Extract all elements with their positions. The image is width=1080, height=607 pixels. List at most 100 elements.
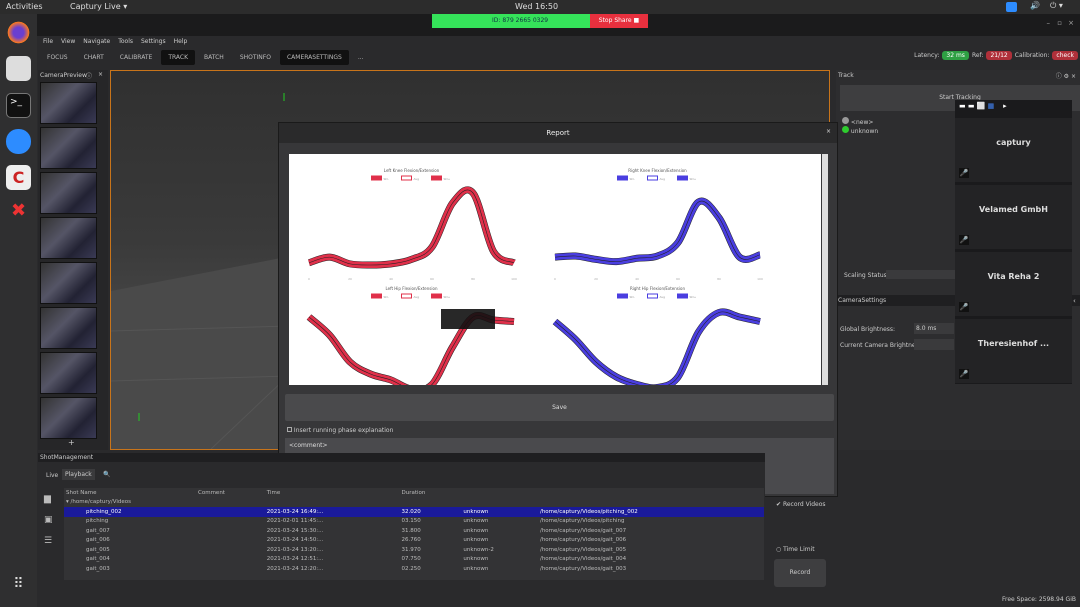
- captury-icon[interactable]: C: [6, 165, 31, 190]
- panel-controls[interactable]: ⓘ ⚙ ×: [1055, 73, 1076, 80]
- table-row[interactable]: gait_003 2021-03-24 12:20:... 02.250 unknow…: [86, 565, 627, 572]
- table-row[interactable]: gait_007 2021-03-24 15:30:... 31.800 unknow…: [86, 527, 627, 534]
- camera-thumbnail[interactable]: [40, 307, 97, 349]
- legend-swatch[interactable]: [677, 175, 688, 181]
- ref-label: Ref:: [971, 52, 984, 59]
- table-row[interactable]: gait_005 2021-03-24 13:20:... 31.970 unknow…: [86, 546, 627, 553]
- tab-calibrate[interactable]: CALIBRATE: [119, 54, 153, 61]
- participant-tile[interactable]: captury 🎤: [955, 118, 1072, 182]
- table-row[interactable]: gait_004 2021-03-24 12:51:... 07.750 unknow…: [86, 556, 627, 563]
- mode-tabs: FOCUS CHART CALIBRATE TRACK BATCH SHOTIN…: [40, 50, 371, 65]
- tab-chart[interactable]: CHART: [83, 54, 104, 61]
- tab-shotinfo[interactable]: SHOTINFO: [239, 54, 271, 61]
- legend-swatch[interactable]: [647, 293, 658, 299]
- participant-tile[interactable]: Theresienhof ... 🎤: [955, 319, 1072, 383]
- actor-name: unknown: [850, 128, 879, 135]
- column-header[interactable]: Shot Name: [66, 489, 97, 496]
- side-tools[interactable]: ▆ ▣ ☰: [44, 494, 53, 546]
- info-icon[interactable]: ⓘ: [86, 73, 93, 80]
- actor-item[interactable]: <new>: [842, 117, 878, 126]
- table-row[interactable]: pitching_002 2021-03-24 16:49:... 32.020 un…: [64, 507, 764, 517]
- zoom-icon[interactable]: [6, 129, 31, 154]
- stop-share-button[interactable]: Stop Share ■: [590, 14, 648, 28]
- close-dialog-button[interactable]: ×: [825, 128, 831, 135]
- legend-swatch[interactable]: [677, 293, 688, 299]
- legend-swatch[interactable]: [371, 175, 382, 181]
- report-preview[interactable]: Left Knee Flexion/Extension SD- Avg SD+ 0 20 4…: [289, 154, 821, 399]
- search-icon[interactable]: 🔍: [103, 471, 111, 478]
- add-camera-button[interactable]: +: [68, 438, 75, 447]
- files-icon[interactable]: [6, 56, 31, 81]
- save-button[interactable]: Save: [285, 394, 834, 421]
- zoom-tray-icon[interactable]: [1006, 2, 1017, 12]
- record-videos-checkbox[interactable]: ✔ Record Videos: [776, 501, 826, 508]
- legend-swatch[interactable]: [371, 293, 382, 299]
- record-button[interactable]: Record: [774, 559, 826, 587]
- legend-swatch[interactable]: [431, 293, 442, 299]
- calibration-badge[interactable]: check: [1052, 51, 1078, 60]
- time-limit-radio[interactable]: ○ Time Limit: [776, 546, 815, 553]
- checkbox-icon[interactable]: [287, 427, 292, 432]
- app-grid-icon[interactable]: ⠿: [13, 576, 24, 592]
- clock[interactable]: Wed 16:50: [515, 2, 559, 11]
- camera-thumbnail[interactable]: [40, 397, 97, 439]
- tab-more[interactable]: ...: [357, 54, 364, 61]
- running-phase-checkbox[interactable]: Insert running phase explanation: [287, 427, 393, 434]
- camera-thumbnail[interactable]: [40, 172, 97, 214]
- report-scrollbar[interactable]: [822, 154, 828, 385]
- menu-file[interactable]: File: [43, 38, 54, 45]
- menu-tools[interactable]: Tools: [118, 38, 133, 45]
- column-header[interactable]: Comment: [198, 489, 225, 496]
- legend-swatch[interactable]: [431, 175, 442, 181]
- power-icon[interactable]: ⏻ ▾: [1050, 1, 1063, 10]
- column-header[interactable]: Time: [266, 489, 281, 496]
- app-menu[interactable]: Captury Live ▾: [70, 2, 128, 11]
- table-header: Shot Name Comment Time Duration: [64, 488, 764, 498]
- panel-title: CameraPreview: [40, 72, 87, 79]
- activities-button[interactable]: Activities: [6, 2, 43, 11]
- tab-focus[interactable]: FOCUS: [47, 54, 68, 61]
- tab-live[interactable]: Live: [46, 472, 59, 479]
- camera-thumbnail[interactable]: [40, 82, 97, 124]
- volume-icon[interactable]: 🔊: [1030, 1, 1040, 10]
- participant-name: Vita Reha 2: [987, 272, 1040, 281]
- participant-name: Theresienhof ...: [977, 339, 1050, 348]
- camera-thumbnail[interactable]: [40, 352, 97, 394]
- camera-thumbnail[interactable]: [40, 217, 97, 259]
- legend-label: SD-: [630, 177, 635, 181]
- tab-playback[interactable]: Playback: [62, 469, 95, 480]
- column-header[interactable]: Duration: [401, 489, 426, 496]
- tab-batch[interactable]: BATCH: [204, 54, 224, 61]
- table-row[interactable]: gait_006 2021-03-24 14:50:... 26.760 unknow…: [86, 537, 627, 544]
- firefox-icon[interactable]: [6, 20, 31, 45]
- menu-help[interactable]: Help: [173, 38, 188, 45]
- legend-swatch[interactable]: [401, 175, 412, 181]
- avg-line[interactable]: [308, 189, 515, 266]
- minimize-button[interactable]: –: [1046, 19, 1051, 27]
- camera-thumbnail[interactable]: [40, 127, 97, 169]
- maximize-button[interactable]: ▫: [1057, 19, 1062, 27]
- table-row[interactable]: pitching 2021-02-01 11:45:... 03.150 unknow…: [86, 518, 625, 525]
- tools-icon[interactable]: ✖: [10, 200, 27, 221]
- global-brightness-input[interactable]: 8.0 ms: [914, 323, 954, 334]
- gallery-view-controls[interactable]: ▬ ▬ ⬜ ▦ ▸: [959, 102, 1007, 110]
- close-window-button[interactable]: ×: [1068, 19, 1074, 27]
- legend-swatch[interactable]: [617, 293, 628, 299]
- participant-tile[interactable]: Vita Reha 2 🎤: [955, 252, 1072, 316]
- menu-settings[interactable]: Settings: [141, 38, 166, 45]
- legend-swatch[interactable]: [647, 175, 658, 181]
- tab-camerasettings[interactable]: CAMERASETTINGS: [279, 50, 349, 65]
- participant-tile[interactable]: Velamed GmbH 🎤: [955, 185, 1072, 249]
- actor-item[interactable]: unknown: [842, 126, 878, 135]
- shots-table: Shot Name Comment Time Duration ▾ /home/capt…: [64, 488, 764, 580]
- avg-line[interactable]: [554, 200, 761, 262]
- menu-navigate[interactable]: Navigate: [83, 38, 111, 45]
- menu-view[interactable]: View: [61, 38, 76, 45]
- legend-swatch[interactable]: [401, 293, 412, 299]
- camera-thumbnail[interactable]: [40, 262, 97, 304]
- collapse-arrow-icon[interactable]: ‹: [1073, 297, 1076, 305]
- folder-row[interactable]: ▾ /home/captury/Videos: [66, 499, 131, 506]
- legend-swatch[interactable]: [617, 175, 628, 181]
- tab-track[interactable]: TRACK: [161, 50, 196, 65]
- close-icon[interactable]: ×: [98, 71, 104, 78]
